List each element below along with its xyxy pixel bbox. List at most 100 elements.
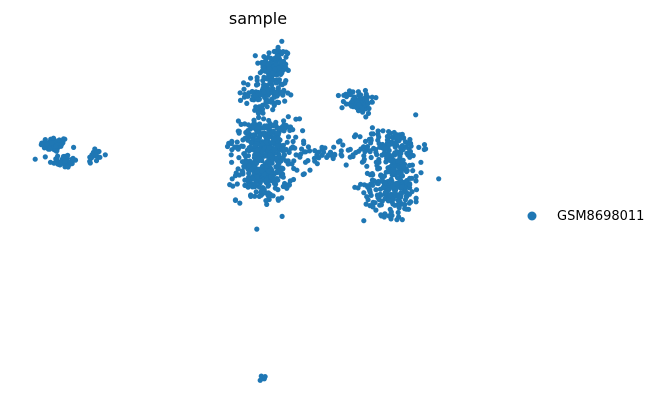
scatter-point [407, 199, 414, 205]
scatter-point [62, 158, 68, 164]
scatter-point [379, 198, 385, 204]
scatter-point [258, 178, 264, 184]
scatter-point [363, 114, 369, 120]
scatter-point [398, 194, 404, 200]
scatter-point [275, 126, 281, 132]
scatter-point [242, 153, 248, 159]
scatter-point [275, 177, 281, 183]
scatter-point [337, 138, 343, 144]
scatter-point [235, 146, 241, 152]
scatter-point [350, 153, 356, 160]
scatter-point [271, 122, 277, 128]
scatter-point [261, 54, 267, 60]
scatter-point [343, 162, 349, 168]
scatter-point [269, 78, 275, 84]
scatter-point [343, 101, 349, 107]
scatter-point [400, 157, 406, 163]
scatter-point [237, 200, 243, 206]
scatter-point [279, 82, 285, 88]
scatter-point [370, 182, 376, 188]
scatter-point [228, 152, 234, 158]
scatter-point [413, 187, 420, 193]
scatter-point [236, 155, 242, 161]
scatter-point [237, 90, 243, 96]
scatter-point [399, 184, 405, 190]
scatter-point [262, 178, 268, 184]
scatter-point [373, 95, 379, 101]
scatter-point [394, 175, 401, 181]
scatter-point [260, 110, 266, 116]
scatter-point [293, 134, 299, 140]
scatter-point [269, 70, 276, 76]
scatter-point [262, 94, 268, 101]
scatter-point [357, 134, 363, 140]
scatter-point [275, 187, 281, 193]
scatter-point [255, 90, 261, 96]
scatter-point [353, 150, 359, 156]
scatter-point [267, 152, 273, 158]
scatter-point [368, 140, 374, 146]
scatter-point [300, 171, 306, 178]
scatter-point [229, 138, 235, 144]
scatter-point [246, 162, 252, 169]
scatter-point [268, 173, 274, 180]
scatter-point [364, 144, 371, 150]
scatter-point [436, 176, 442, 182]
scatter-point [232, 197, 238, 203]
scatter-point [87, 154, 93, 160]
scatter-point [257, 121, 263, 127]
scatter-point [252, 181, 258, 187]
scatter-point [357, 92, 363, 99]
legend: GSM8698011 [527, 209, 644, 224]
scatter-point [368, 154, 374, 161]
scatter-point [266, 145, 272, 151]
scatter-point [305, 144, 311, 150]
scatter-point [235, 166, 241, 172]
scatter-point [253, 189, 259, 195]
scatter-point [312, 148, 318, 154]
scatter-point [380, 128, 386, 134]
scatter-point [392, 150, 398, 156]
scatter-point [403, 206, 409, 212]
scatter-point [265, 190, 272, 196]
scatter-point [92, 152, 99, 158]
scatter-point [340, 142, 346, 148]
scatter-point [392, 189, 398, 195]
scatter-point [410, 168, 416, 174]
scatter-point [386, 178, 392, 184]
scatter-point [374, 192, 380, 198]
scatter-point [368, 131, 374, 137]
scatter-point [338, 148, 344, 154]
scatter-point [257, 70, 263, 76]
scatter-point [285, 158, 291, 164]
scatter-point [263, 139, 269, 145]
scatter-point [56, 137, 62, 143]
scatter-point [65, 164, 71, 170]
scatter-point [307, 148, 313, 154]
scatter-point [316, 155, 322, 161]
scatter-point [413, 112, 419, 118]
scatter-point [374, 163, 380, 169]
scatter-point [418, 170, 424, 176]
scatter-point [253, 160, 260, 166]
scatter-point [240, 143, 246, 149]
scatter-point [364, 194, 370, 200]
scatter-point [407, 136, 413, 143]
scatter-point [253, 82, 260, 88]
scatter-point [386, 129, 392, 135]
scatter-point [264, 104, 270, 110]
scatter-point [275, 196, 281, 202]
scatter-point [399, 217, 405, 223]
scatter-point [370, 199, 376, 205]
scatter-point [385, 165, 391, 171]
scatter-point [271, 136, 277, 142]
scatter-point [282, 98, 288, 104]
scatter-point [373, 187, 379, 193]
scatter-point [358, 181, 364, 187]
scatter-point [373, 146, 379, 153]
scatter-point [261, 89, 267, 95]
scatter-point [54, 156, 60, 162]
legend-marker [527, 211, 537, 221]
scatter-point [398, 144, 404, 151]
scatter-point [285, 67, 291, 73]
